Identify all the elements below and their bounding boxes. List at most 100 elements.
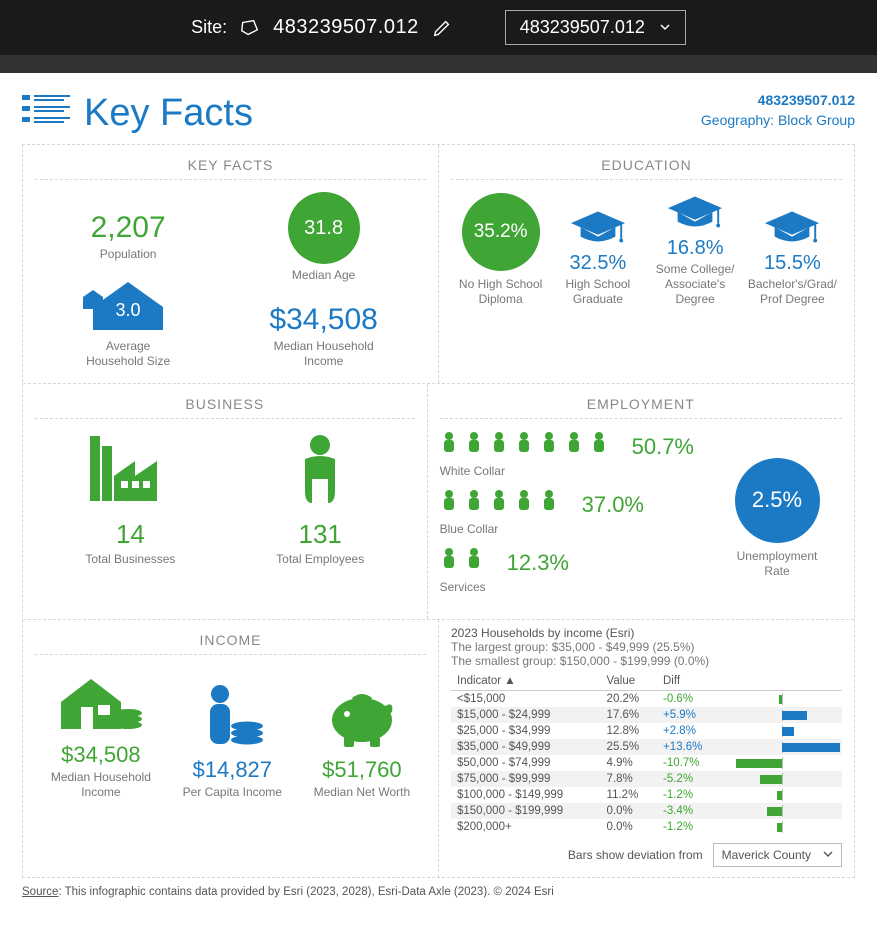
row-diff: -3.4%: [657, 803, 722, 819]
table-row: $35,000 - $49,999 25.5% +13.6%: [451, 739, 842, 755]
row-diff: -10.7%: [657, 755, 722, 771]
svg-text:3.0: 3.0: [116, 300, 141, 320]
row-value: 4.9%: [601, 755, 657, 771]
income-table: Indicator ▲ValueDiff<$15,000 20.2% -0.6%…: [451, 672, 842, 835]
worker-icon: [490, 431, 508, 458]
table-row: $25,000 - $34,999 12.8% +2.8%: [451, 723, 842, 739]
geo-id: 483239507.012: [701, 91, 855, 111]
employment-row: 12.3%Services: [440, 547, 694, 595]
edit-icon[interactable]: [431, 17, 453, 39]
worker-icon: [440, 431, 458, 458]
row-label: $75,000 - $99,999: [451, 771, 601, 787]
row-diff: -5.2%: [657, 771, 722, 787]
section-title-education: EDUCATION: [451, 151, 842, 180]
edu-label: High School Graduate: [552, 277, 643, 307]
factory-icon: [85, 431, 175, 511]
chevron-down-icon: [823, 848, 833, 862]
row-bar: [722, 755, 842, 771]
table-row: $75,000 - $99,999 7.8% -5.2%: [451, 771, 842, 787]
row-diff: -1.2%: [657, 787, 722, 803]
unemployment-circle: 2.5%: [735, 458, 820, 543]
table-row: $200,000+ 0.0% -1.2%: [451, 819, 842, 835]
total-employees-label: Total Employees: [276, 552, 364, 567]
site-dropdown[interactable]: 483239507.012: [505, 10, 686, 45]
row-bar: [722, 739, 842, 755]
row-bar: [722, 803, 842, 819]
source-label: Source: [22, 886, 58, 898]
median-age-circle: 31.8: [288, 192, 360, 264]
edu-circle: 35.2%: [462, 193, 540, 271]
site-label: Site:: [191, 17, 227, 38]
row-diff: -0.6%: [657, 691, 722, 708]
edu-pct: 15.5%: [747, 252, 838, 275]
table-header-cell[interactable]: Value: [601, 672, 657, 691]
section-title-business: BUSINESS: [35, 390, 415, 419]
row-value: 11.2%: [601, 787, 657, 803]
per-capita-value: $14,827: [183, 757, 282, 783]
person-coins-icon: [183, 682, 282, 757]
site-id-value: 483239507.012: [273, 16, 419, 39]
education-item: 32.5%High School Graduate: [552, 207, 643, 307]
total-businesses-value: 14: [85, 519, 175, 550]
chevron-down-icon: [659, 17, 671, 38]
worker-icon: [465, 489, 483, 516]
worker-icon: [515, 431, 533, 458]
worker-icon: [515, 489, 533, 516]
comparison-select[interactable]: Maverick County: [713, 843, 842, 867]
row-bar: [722, 723, 842, 739]
education-item: 16.8%Some College/ Associate's Degree: [650, 192, 741, 307]
row-bar: [722, 707, 842, 723]
row-value: 20.2%: [601, 691, 657, 708]
graduation-cap-icon: [552, 207, 643, 252]
emp-label: White Collar: [440, 464, 694, 479]
graduation-cap-icon: [650, 192, 741, 237]
table-header-cell[interactable]: Indicator ▲: [451, 672, 601, 691]
row-label: $50,000 - $74,999: [451, 755, 601, 771]
population-value: 2,207: [83, 211, 173, 245]
sub-strip: [0, 55, 877, 73]
row-diff: +13.6%: [657, 739, 722, 755]
facts-grid: KEY FACTS 2,207 Population 3.0 Average H…: [22, 144, 855, 878]
keyfacts-panel: KEY FACTS 2,207 Population 3.0 Average H…: [23, 145, 438, 383]
median-age-value: 31.8: [304, 217, 343, 240]
net-worth-label: Median Net Worth: [314, 785, 411, 800]
row-bar: [722, 771, 842, 787]
population-label: Population: [83, 247, 173, 262]
row-label: $150,000 - $199,999: [451, 803, 601, 819]
site-dropdown-value: 483239507.012: [520, 17, 645, 38]
deviation-label: Bars show deviation from: [568, 848, 703, 862]
row-label: $15,000 - $24,999: [451, 707, 601, 723]
page-header: Key Facts 483239507.012 Geography: Block…: [22, 91, 855, 136]
table-row: $150,000 - $199,999 0.0% -3.4%: [451, 803, 842, 819]
total-businesses-label: Total Businesses: [85, 552, 175, 567]
table-header-cell[interactable]: [722, 672, 842, 691]
page-title: Key Facts: [84, 92, 253, 135]
row-label: <$15,000: [451, 691, 601, 708]
graduation-cap-icon: [747, 207, 838, 252]
worker-icon: [540, 489, 558, 516]
total-employees-value: 131: [276, 519, 364, 550]
comparison-value: Maverick County: [722, 848, 811, 862]
source-text: : This infographic contains data provide…: [58, 886, 553, 898]
emp-pct: 37.0%: [582, 492, 644, 518]
worker-icon: [490, 489, 508, 516]
edu-label: Some College/ Associate's Degree: [650, 262, 741, 307]
house-icon: 3.0: [83, 272, 173, 337]
row-label: $25,000 - $34,999: [451, 723, 601, 739]
emp-pct: 50.7%: [632, 434, 694, 460]
worker-icon: [440, 547, 458, 574]
median-hh-income-label: Median Household Income: [269, 339, 377, 369]
section-title-employment: EMPLOYMENT: [440, 390, 842, 419]
source-line: Source: This infographic contains data p…: [22, 886, 855, 898]
person-icon: [276, 431, 364, 511]
polygon-icon: [239, 17, 261, 39]
income-table-smallest: The smallest group: $150,000 - $199,999 …: [451, 654, 842, 668]
unemployment-label: Unemployment Rate: [712, 549, 842, 579]
row-diff: -1.2%: [657, 819, 722, 835]
row-label: $35,000 - $49,999: [451, 739, 601, 755]
row-bar: [722, 691, 842, 708]
worker-icon: [590, 431, 608, 458]
table-header-cell[interactable]: Diff: [657, 672, 722, 691]
table-row: <$15,000 20.2% -0.6%: [451, 691, 842, 708]
worker-icon: [565, 431, 583, 458]
